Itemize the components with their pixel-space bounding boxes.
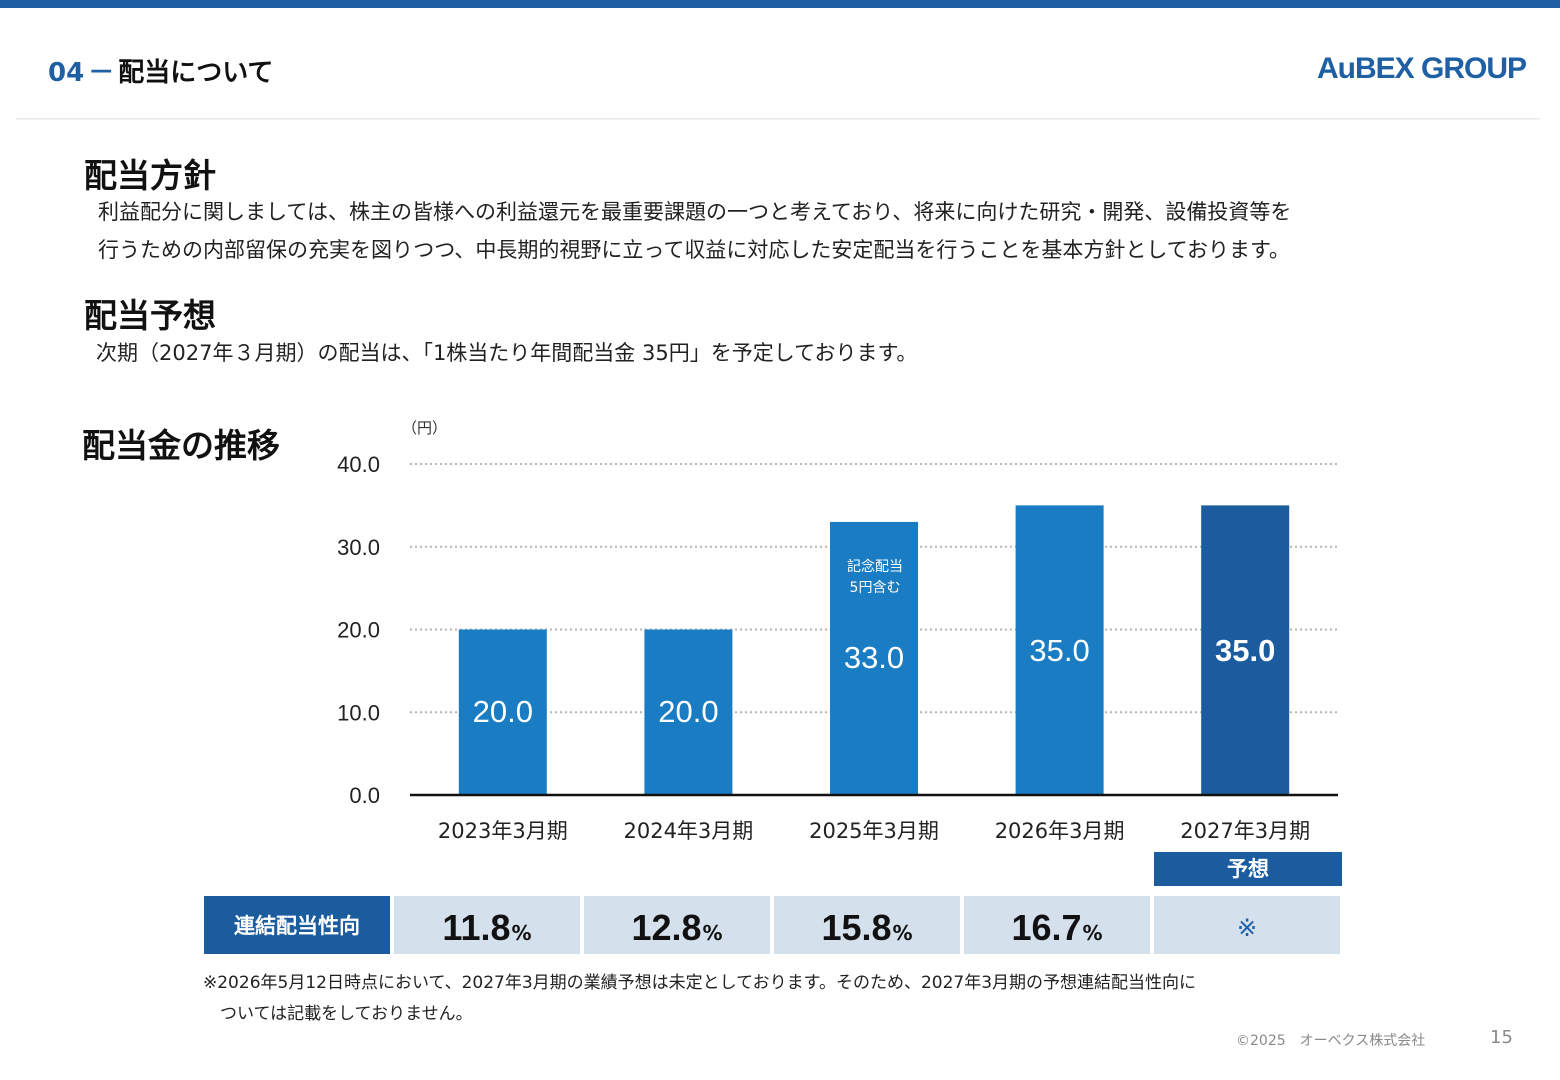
bar-value-label: 35.0: [1029, 633, 1089, 668]
chart-heading: 配当金の推移: [82, 426, 280, 465]
forecast-tag: 予想: [1154, 852, 1342, 886]
x-category-label: 2024年3月期: [623, 819, 753, 843]
x-category-label: 2026年3月期: [995, 819, 1125, 843]
dividend-bar-chart: 0.0 10.0 20.0 30.0 40.0 20.0 2023年3月期 20.0 2024年…: [337, 452, 1338, 843]
chart-unit-label: （円）: [402, 419, 448, 437]
payout-unit: %: [1082, 921, 1103, 945]
payout-ratio-row: 連結配当性向 11.8% 12.8% 15.8% 16.7% ※: [204, 896, 1340, 954]
policy-line-1: 利益配分に関しましては、株主の皆様への利益還元を最重要課題の一つと考えており、将…: [98, 200, 1292, 224]
bar-value-label: 33.0: [844, 640, 904, 675]
bar-annotation: 5円含む: [850, 580, 901, 596]
bar: [1201, 505, 1290, 795]
payout-unit: %: [702, 921, 723, 945]
payout-unit: %: [511, 921, 532, 945]
bar-value-label: 20.0: [658, 694, 718, 729]
footnote-line-1: ※2026年5月12日時点において、2027年3月期の業績予想は未定としておりま…: [203, 973, 1197, 993]
bar-annotation: 記念配当: [847, 558, 903, 575]
payout-cell-2026: 16.7%: [964, 896, 1150, 954]
section-number: 04: [48, 58, 85, 88]
policy-heading: 配当方針: [84, 156, 216, 195]
x-category-label: 2025年3月期: [809, 819, 939, 843]
payout-note-mark: ※: [1236, 914, 1258, 942]
y-tick-label: 40.0: [337, 452, 380, 477]
page-number: 15: [1490, 1027, 1513, 1048]
payout-value: 12.8: [631, 907, 702, 948]
payout-cell-2024: 12.8%: [584, 896, 770, 954]
forecast-text: 次期（2027年３月期）の配当は、「1株当たり年間配当金 35円」を予定しており…: [96, 341, 918, 365]
x-category-label: 2027年3月期: [1180, 819, 1310, 843]
footnote-line-2: ついては記載をしておりません。: [203, 1004, 473, 1024]
company-logo: AuBEX GROUP: [1316, 52, 1527, 85]
section-dash: －: [88, 58, 115, 88]
top-accent-bar: [0, 0, 1560, 8]
y-tick-label: 0.0: [349, 783, 380, 808]
y-tick-label: 10.0: [337, 700, 380, 725]
payout-cell-2023: 11.8%: [394, 896, 580, 954]
y-tick-label: 20.0: [337, 618, 380, 643]
policy-text: 利益配分に関しましては、株主の皆様への利益還元を最重要課題の一つと考えており、将…: [98, 193, 1291, 269]
policy-line-2: 行うための内部留保の充実を図りつつ、中長期的視野に立って収益に対応した安定配当を…: [98, 238, 1290, 262]
payout-cell-2027: ※: [1154, 896, 1340, 954]
bar-value-label: 20.0: [473, 694, 533, 729]
copyright: ©2025 オーベクス株式会社: [1236, 1033, 1426, 1049]
bar-value-label: 35.0: [1215, 633, 1275, 668]
payout-unit: %: [892, 921, 913, 945]
x-category-label: 2023年3月期: [438, 819, 568, 843]
payout-cell-2025: 15.8%: [774, 896, 960, 954]
section-label: 04 －配当について: [48, 52, 273, 89]
bar: [830, 521, 918, 795]
forecast-heading: 配当予想: [84, 296, 216, 335]
footnote: ※2026年5月12日時点において、2027年3月期の業績予想は未定としておりま…: [203, 968, 1196, 1030]
payout-value: 16.7: [1011, 907, 1082, 948]
header-divider: [16, 118, 1540, 120]
y-tick-label: 30.0: [337, 535, 380, 560]
payout-value: 15.8: [821, 907, 892, 948]
section-title: 配当について: [118, 58, 274, 88]
bar: [458, 629, 547, 795]
payout-value: 11.8: [442, 907, 511, 948]
page-header: 04 －配当について AuBEX GROUP: [0, 8, 1560, 120]
bar: [1015, 505, 1104, 795]
bar: [644, 629, 733, 795]
payout-ratio-label: 連結配当性向: [204, 896, 390, 954]
